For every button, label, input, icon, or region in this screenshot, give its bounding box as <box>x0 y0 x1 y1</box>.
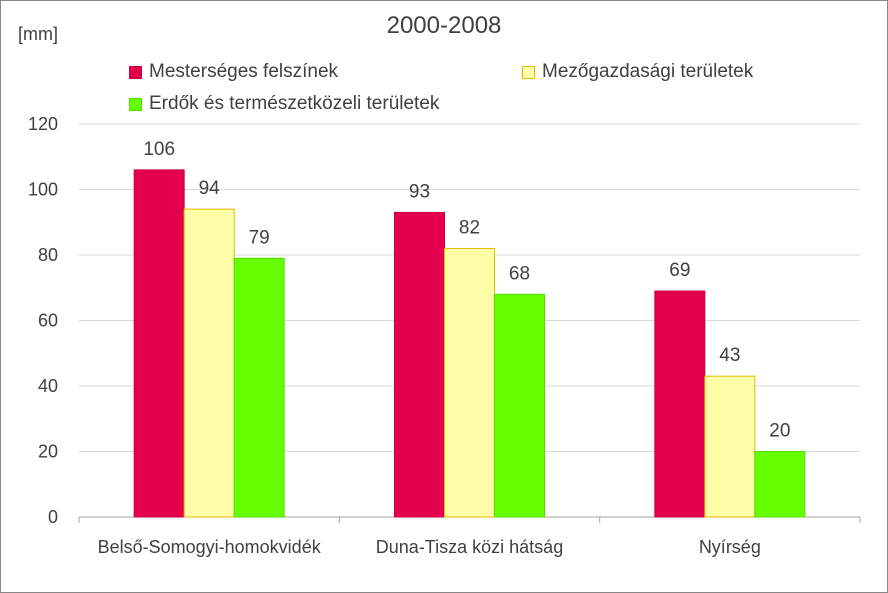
y-tick-label: 40 <box>38 376 58 396</box>
x-category-label: Nyírség <box>699 537 761 557</box>
bar <box>754 451 806 518</box>
bar <box>494 293 545 518</box>
legend-swatch-mezogazdasagi <box>522 65 535 79</box>
legend-swatch-mesterseges <box>129 65 142 79</box>
bar <box>133 169 185 518</box>
x-category-label: Duna-Tisza közi hátság <box>376 537 563 557</box>
y-tick-label: 0 <box>48 507 58 527</box>
bar <box>654 290 706 518</box>
y-tick-label: 80 <box>38 245 58 265</box>
x-category-label: Belső-Somogyi-homokvidék <box>98 537 322 557</box>
bar <box>394 211 445 518</box>
legend-label-mesterseges: Mesterséges felszínek <box>149 61 339 82</box>
legend-item-mezogazdasagi: Mezőgazdasági területek <box>522 61 753 83</box>
legend-item-mesterseges: Mesterséges felszínek <box>129 61 338 83</box>
data-label: 82 <box>459 217 480 238</box>
legend-swatch-erdok <box>129 97 142 111</box>
data-label: 79 <box>249 227 270 248</box>
bar <box>704 375 756 518</box>
legend-item-erdok: Erdők és természetközeli területek <box>129 93 439 115</box>
bar <box>183 208 235 518</box>
legend-label-erdok: Erdők és természetközeli területek <box>149 93 440 114</box>
y-tick-label: 60 <box>38 311 58 331</box>
y-tick-label: 120 <box>28 114 58 134</box>
data-label: 20 <box>769 421 790 442</box>
data-label: 106 <box>143 139 175 160</box>
data-label: 43 <box>719 345 740 366</box>
chart-title: 2000-2008 <box>386 12 502 39</box>
y-axis-unit-label: [mm] <box>18 24 58 44</box>
bar <box>233 257 285 518</box>
y-tick-label: 100 <box>28 180 58 200</box>
data-label: 68 <box>509 263 530 284</box>
data-label: 93 <box>409 181 430 202</box>
legend-label-mezogazdasagi: Mezőgazdasági területek <box>542 61 754 82</box>
data-label: 69 <box>669 260 690 281</box>
data-label: 94 <box>199 178 221 199</box>
bar <box>444 247 495 518</box>
y-tick-label: 20 <box>38 442 58 462</box>
